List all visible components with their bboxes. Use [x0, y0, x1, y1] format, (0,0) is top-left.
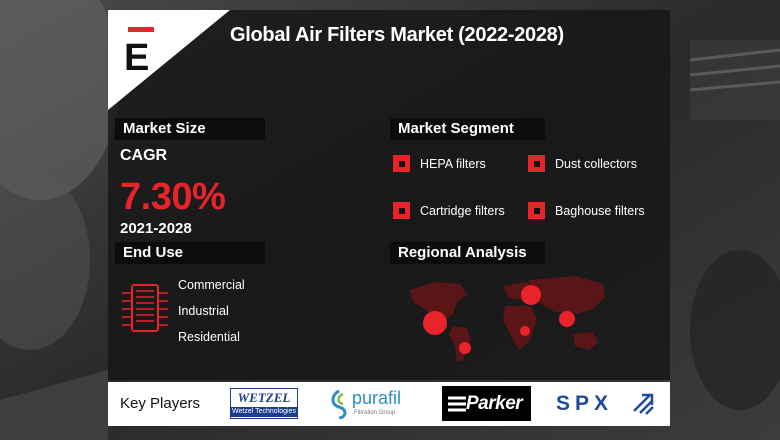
spx-arrow-icon — [633, 393, 654, 415]
cagr-label: CAGR — [120, 147, 168, 164]
regional-analysis-header: Regional Analysis — [390, 242, 545, 264]
parker-emblem-icon — [448, 396, 466, 412]
cagr-years: 2021-2028 — [120, 220, 192, 237]
end-use-item-industrial: Industrial — [178, 304, 229, 318]
bullet-icon — [393, 155, 410, 172]
bullet-icon — [528, 202, 545, 219]
segment-item-cartridge: Cartridge filters — [393, 202, 505, 219]
air-filter-icon — [122, 284, 168, 332]
market-size-header: Market Size — [115, 118, 265, 140]
parker-logo: Parker — [442, 386, 531, 421]
wetzel-logo: WETZEL Wetzel Technologies — [230, 388, 298, 419]
end-use-header: End Use — [115, 242, 265, 264]
segment-item-dust: Dust collectors — [528, 155, 637, 172]
key-players-footer: Key Players WETZEL Wetzel Technologies p… — [108, 382, 670, 426]
purafil-swirl-icon — [331, 389, 347, 419]
end-use-item-commercial: Commercial — [178, 278, 245, 292]
spx-logo: SPX — [556, 389, 656, 419]
brand-letter: E — [124, 37, 149, 79]
purafil-logo: purafil Filtration Group — [328, 387, 418, 421]
brand-logo: E — [108, 10, 230, 110]
segment-item-hepa: HEPA filters — [393, 155, 486, 172]
bullet-icon — [528, 155, 545, 172]
segment-item-baghouse: Baghouse filters — [528, 202, 645, 219]
page-title: Global Air Filters Market (2022-2028) — [230, 24, 564, 46]
bullet-icon — [393, 202, 410, 219]
cagr-value: 7.30% — [120, 176, 226, 218]
world-map-icon — [410, 276, 605, 362]
content-panel — [108, 10, 670, 380]
end-use-item-residential: Residential — [178, 330, 240, 344]
key-players-label: Key Players — [120, 395, 201, 412]
market-segment-header: Market Segment — [390, 118, 545, 140]
